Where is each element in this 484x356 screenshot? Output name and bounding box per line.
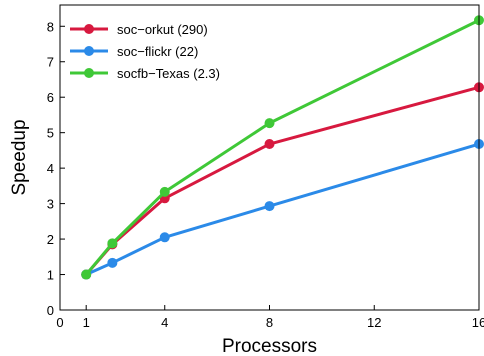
y-tick-label: 6 (47, 90, 54, 105)
legend-label: soc−orkut (290) (117, 22, 208, 37)
y-tick-label: 1 (47, 268, 54, 283)
data-point (264, 201, 275, 212)
legend-marker (84, 24, 94, 34)
y-tick-label: 5 (47, 126, 54, 141)
legend-marker (84, 68, 94, 78)
y-tick-label: 8 (47, 19, 54, 34)
y-axis-ticks: 0 1 2 3 4 5 6 7 8 (47, 19, 65, 318)
x-tick-label: 16 (472, 315, 484, 330)
series-1 (81, 139, 484, 280)
y-tick-label: 4 (47, 161, 54, 176)
x-tick-label: 12 (367, 315, 381, 330)
y-tick-label: 3 (47, 197, 54, 212)
x-tick-label: 4 (161, 315, 168, 330)
data-point (107, 238, 118, 249)
legend: soc−orkut (290) soc−flickr (22) socfb−Texa… (70, 22, 220, 81)
plot-frame (59, 4, 480, 311)
legend-label: soc−flickr (22) (117, 44, 198, 59)
x-tick-label: 8 (266, 315, 273, 330)
data-point (159, 186, 170, 197)
x-axis-title: Processors (222, 336, 317, 356)
legend-label: socfb−Texas (2.3) (117, 66, 220, 81)
data-point (264, 118, 275, 129)
series-2 (81, 15, 484, 280)
data-point (81, 269, 92, 280)
legend-marker (84, 46, 94, 56)
data-point (264, 139, 275, 150)
y-axis-title: Speedup (9, 119, 30, 195)
data-point (107, 257, 118, 268)
y-tick-label: 0 (47, 303, 54, 318)
x-tick-label: 1 (83, 315, 90, 330)
y-tick-label: 2 (47, 232, 54, 247)
y-tick-label: 7 (47, 55, 54, 70)
x-axis-ticks: 0 1 4 8 12 16 (56, 305, 484, 330)
x-tick-label: 0 (56, 315, 63, 330)
data-point (159, 232, 170, 243)
